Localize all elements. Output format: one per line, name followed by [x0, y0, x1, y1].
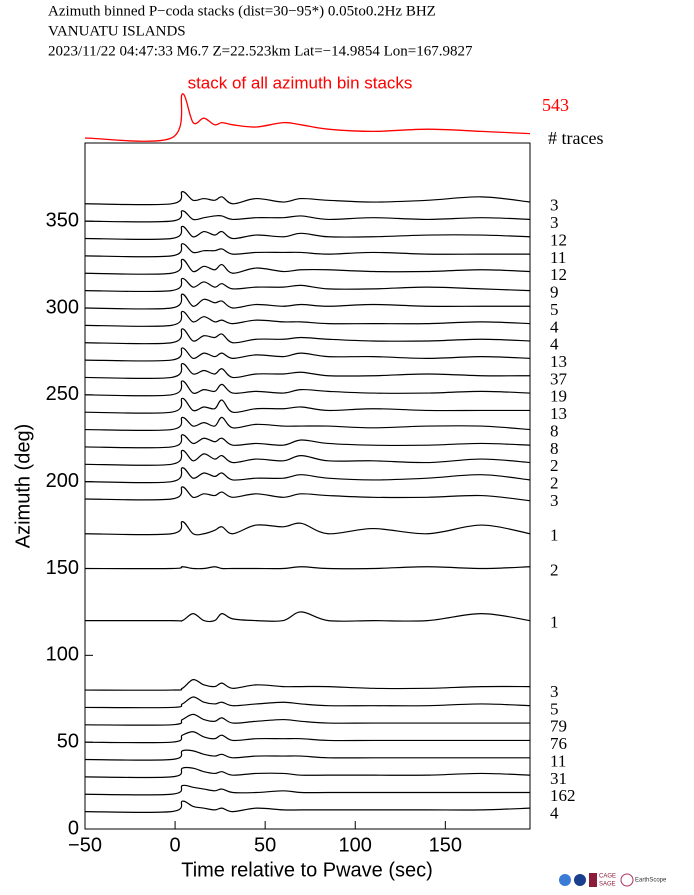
- trace: [84, 362, 531, 380]
- trace-count: 3: [550, 491, 559, 510]
- x-tick-label: −50: [68, 834, 102, 856]
- trace: [84, 696, 531, 709]
- trace: [84, 434, 531, 449]
- trace-count: 8: [550, 421, 559, 440]
- logo-text: SAGE: [599, 882, 616, 888]
- trace: [84, 467, 531, 484]
- trace-count: 31: [550, 769, 567, 788]
- y-tick-label: 250: [46, 383, 79, 405]
- trace: [84, 416, 531, 432]
- trace-count: 5: [550, 699, 559, 718]
- logo-icon: [559, 874, 571, 886]
- y-axis-label: Azimuth (deg): [12, 424, 34, 549]
- trace-count: 162: [550, 786, 576, 805]
- trace: [84, 243, 530, 258]
- trace: [84, 679, 531, 691]
- y-tick-label: 100: [46, 644, 79, 666]
- y-tick-label: 50: [57, 730, 79, 752]
- trace: [84, 328, 531, 345]
- trace-count: 76: [550, 734, 567, 753]
- trace: [84, 293, 530, 310]
- x-axis-label: Time relative to Pwave (sec): [181, 859, 433, 881]
- trace-count: 4: [550, 317, 559, 336]
- trace-count: 2: [550, 456, 559, 475]
- y-tick-label: 0: [68, 817, 79, 839]
- trace-count: 5: [550, 300, 559, 319]
- trace: [84, 347, 531, 362]
- trace: [84, 210, 531, 223]
- trace-count: 13: [550, 404, 567, 423]
- trace-count: 3: [550, 196, 559, 215]
- trace-count: 1: [550, 613, 559, 632]
- logo-text: EarthScope: [635, 878, 667, 884]
- trace: [84, 310, 531, 327]
- trace-count: 4: [550, 335, 559, 354]
- y-tick-label: 300: [46, 296, 79, 318]
- trace-count: 19: [550, 387, 567, 406]
- trace-count: 3: [550, 682, 559, 701]
- trace-count: 11: [550, 751, 566, 770]
- trace-count: 11: [550, 248, 566, 267]
- trace-count: 2: [550, 474, 559, 493]
- title-line: VANUATU ISLANDS: [48, 23, 186, 39]
- trace-count: 9: [550, 283, 559, 302]
- trace: [84, 749, 530, 761]
- stack-trace: [84, 93, 531, 142]
- trace: [84, 225, 531, 241]
- trace: [84, 380, 531, 397]
- trace-count: 13: [550, 352, 567, 371]
- trace: [84, 566, 531, 570]
- trace: [84, 800, 531, 813]
- x-tick-label: 50: [254, 834, 276, 856]
- trace: [84, 258, 531, 275]
- title-line: Azimuth binned P−coda stacks (dist=30−95…: [48, 3, 436, 19]
- count-header: # traces: [548, 128, 603, 148]
- trace-count: 2: [550, 560, 559, 579]
- trace-count: 3: [550, 213, 559, 232]
- logo-icon: [589, 873, 597, 887]
- trace: [84, 731, 530, 744]
- trace: [84, 486, 531, 502]
- stack-label: stack of all azimuth bin stacks: [188, 73, 413, 92]
- logo-text: CAGE: [599, 874, 616, 880]
- x-tick-label: 0: [170, 834, 181, 856]
- trace: [84, 191, 531, 206]
- logos: CAGE SAGE EarthScope: [559, 873, 667, 888]
- trace: [84, 766, 531, 779]
- trace: [84, 397, 530, 414]
- trace: [84, 611, 531, 623]
- y-tick-label: 150: [46, 557, 79, 579]
- trace: [84, 521, 531, 536]
- x-tick-label: 150: [429, 834, 462, 856]
- trace-count: 37: [550, 369, 568, 388]
- trace-count: 12: [550, 230, 567, 249]
- plot-frame: [84, 142, 531, 830]
- trace: [84, 713, 530, 726]
- y-tick-label: 200: [46, 470, 79, 492]
- trace: [84, 277, 531, 293]
- stack-count: 543: [542, 95, 569, 115]
- logo-icon: [574, 874, 586, 886]
- title-line: 2023/11/22 04:47:33 M6.7 Z=22.523km Lat=…: [48, 43, 473, 59]
- trace: [84, 449, 531, 466]
- trace: [84, 784, 530, 796]
- trace-count: 4: [550, 804, 559, 823]
- trace-count: 1: [550, 526, 559, 545]
- trace-count: 8: [550, 439, 559, 458]
- x-tick-label: 100: [339, 834, 372, 856]
- logo-icon: [620, 873, 634, 887]
- trace-count: 12: [550, 265, 567, 284]
- y-tick-label: 350: [46, 209, 79, 231]
- trace-count: 79: [550, 717, 567, 736]
